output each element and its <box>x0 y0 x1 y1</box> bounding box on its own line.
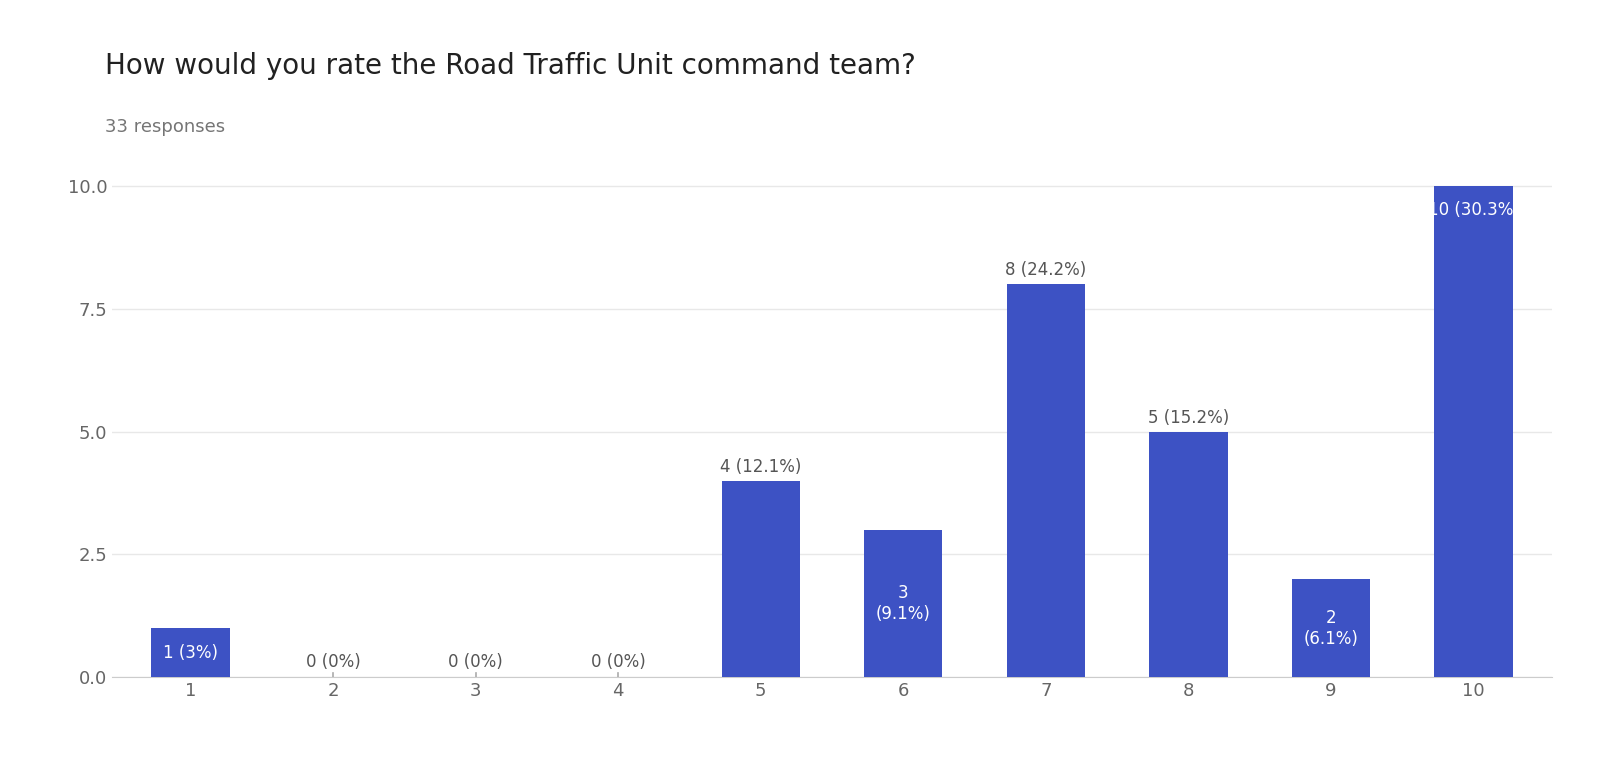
Text: 2
(6.1%): 2 (6.1%) <box>1304 609 1358 648</box>
Bar <box>1149 431 1227 677</box>
Bar <box>1291 579 1370 677</box>
Bar <box>1434 186 1512 677</box>
Text: 0 (0%): 0 (0%) <box>448 654 502 671</box>
Text: 4 (12.1%): 4 (12.1%) <box>720 458 802 476</box>
Text: 8 (24.2%): 8 (24.2%) <box>1005 262 1086 279</box>
Text: How would you rate the Road Traffic Unit command team?: How would you rate the Road Traffic Unit… <box>106 53 915 81</box>
Text: 10 (30.3%): 10 (30.3%) <box>1427 201 1520 219</box>
Text: 1 (3%): 1 (3%) <box>163 644 218 662</box>
Text: 0 (0%): 0 (0%) <box>306 654 360 671</box>
Bar <box>1006 285 1085 677</box>
Bar <box>864 530 942 677</box>
Bar <box>152 628 230 677</box>
Text: 33 responses: 33 responses <box>106 118 226 136</box>
Text: 3
(9.1%): 3 (9.1%) <box>875 584 931 623</box>
Text: 0 (0%): 0 (0%) <box>590 654 645 671</box>
Bar <box>722 481 800 677</box>
Text: 5 (15.2%): 5 (15.2%) <box>1147 409 1229 427</box>
